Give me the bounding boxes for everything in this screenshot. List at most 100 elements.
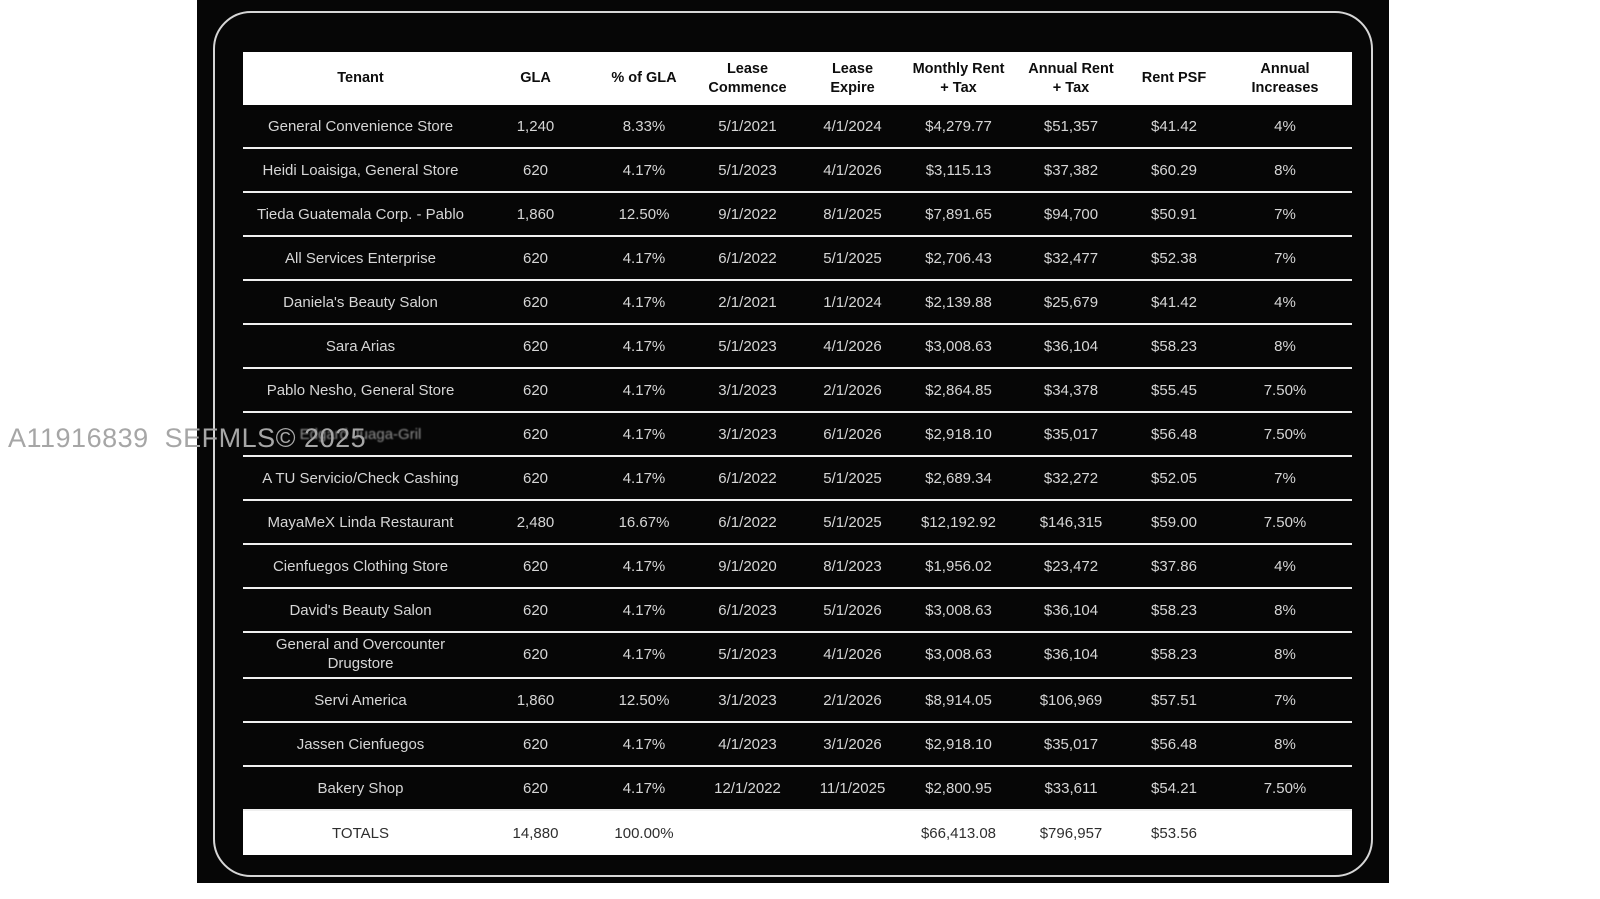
header-row: Tenant GLA % of GLA Lease Commence Lease Exp…: [243, 52, 1352, 105]
cell-rent-psf: $52.38: [1151, 249, 1197, 267]
cell-totals-rent-psf: $53.56: [1151, 824, 1197, 842]
cell-rent-psf: $56.48: [1151, 735, 1197, 753]
header-annual-increases: Annual Increases: [1251, 60, 1319, 96]
cell-tenant: Pablo Nesho, General Store: [266, 381, 455, 399]
cell-gla: 620: [522, 249, 549, 267]
cell-pct-gla: 16.67%: [618, 513, 670, 531]
cell-annual-rent: $25,679: [1043, 293, 1099, 311]
cell-annual-rent: $94,700: [1043, 205, 1099, 223]
cell-annual-increases: 4%: [1274, 557, 1296, 575]
cell-pct-gla: 4.17%: [622, 469, 666, 487]
cell-lease-commence: 12/1/2022: [714, 779, 781, 797]
cell-tenant: General and Overcounter Drugstore: [275, 636, 446, 672]
cell-pct-gla: 4.17%: [622, 645, 666, 663]
cell-monthly-rent: $3,008.63: [925, 601, 992, 619]
cell-totals-pct-gla: 100.00%: [614, 824, 674, 842]
table-row: MayaMeX Linda Restaurant 2,480 16.67% 6/1/2…: [243, 501, 1352, 545]
cell-lease-commence: 9/1/2020: [718, 557, 777, 575]
table-row: Pablo Nesho, General Store 620 4.17% 3/1/20…: [243, 369, 1352, 413]
table-row: Tieda Guatemala Corp. - Pablo 1,860 12.50%…: [243, 193, 1352, 237]
cell-gla: 2,480: [516, 513, 555, 531]
cell-rent-psf: $58.23: [1151, 645, 1197, 663]
cell-annual-rent: $36,104: [1043, 337, 1099, 355]
cell-annual-rent: $33,611: [1044, 779, 1098, 797]
cell-lease-commence: 5/1/2023: [718, 337, 777, 355]
cell-rent-psf: $41.42: [1151, 117, 1197, 135]
cell-lease-expire: 5/1/2025: [823, 249, 882, 267]
cell-lease-commence: 5/1/2021: [718, 117, 777, 135]
cell-tenant: Servi America: [314, 691, 407, 709]
cell-gla: 1,860: [516, 205, 555, 223]
cell-pct-gla: 4.17%: [622, 601, 666, 619]
cell-gla: 620: [522, 779, 549, 797]
cell-gla: 620: [522, 381, 549, 399]
header-gla: GLA: [520, 70, 551, 87]
cell-tenant: Daniela's Beauty Salon: [283, 293, 438, 311]
table-row: Cienfuegos Clothing Store 620 4.17% 9/1/202…: [243, 545, 1352, 589]
cell-lease-expire: 11/1/2025: [819, 779, 886, 797]
cell-monthly-rent: $2,706.43: [925, 249, 992, 267]
header-tenant: Tenant: [337, 70, 384, 87]
cell-monthly-rent: $2,918.10: [925, 735, 992, 753]
cell-pct-gla: 4.17%: [622, 337, 666, 355]
cell-gla: 620: [522, 293, 549, 311]
cell-annual-increases: 8%: [1274, 735, 1296, 753]
cell-tenant: Bakery Shop: [317, 779, 404, 797]
cell-annual-rent: $23,472: [1043, 557, 1099, 575]
table-row: Heidi Loaisiga, General Store 620 4.17% 5/1…: [243, 149, 1352, 193]
cell-lease-expire: 5/1/2025: [823, 469, 882, 487]
cell-gla: 1,240: [516, 117, 555, 135]
cell-monthly-rent: $2,800.95: [925, 779, 992, 797]
cell-tenant: Sara Arias: [325, 337, 396, 355]
cell-pct-gla: 4.17%: [622, 557, 666, 575]
cell-rent-psf: $55.45: [1151, 381, 1197, 399]
cell-lease-expire: 4/1/2024: [823, 117, 882, 135]
cell-lease-commence: 5/1/2023: [718, 645, 777, 663]
cell-annual-increases: 7%: [1274, 205, 1296, 223]
cell-annual-increases: 7%: [1274, 691, 1296, 709]
cell-lease-commence: 3/1/2023: [718, 425, 777, 443]
cell-pct-gla: 4.17%: [622, 425, 666, 443]
cell-totals-monthly-rent: $66,413.08: [920, 824, 997, 842]
cell-monthly-rent: $3,008.63: [925, 645, 992, 663]
cell-annual-rent: $106,969: [1039, 691, 1103, 709]
cell-monthly-rent: $2,689.34: [925, 469, 992, 487]
cell-pct-gla: 4.17%: [622, 161, 666, 179]
cell-gla: 620: [522, 601, 549, 619]
cell-annual-rent: $35,017: [1043, 425, 1099, 443]
cell-pct-gla: 8.33%: [622, 117, 666, 135]
cell-lease-expire: 5/1/2025: [823, 513, 882, 531]
cell-lease-commence: 6/1/2023: [718, 601, 777, 619]
cell-lease-commence: 4/1/2023: [718, 735, 777, 753]
cell-tenant: MayaMeX Linda Restaurant: [267, 513, 454, 531]
cell-gla: 620: [522, 161, 549, 179]
cell-lease-expire: 1/1/2024: [823, 293, 882, 311]
cell-gla: 620: [522, 337, 549, 355]
cell-gla: 620: [522, 735, 549, 753]
cell-lease-expire: 4/1/2026: [823, 337, 882, 355]
cell-pct-gla: 4.17%: [622, 249, 666, 267]
cell-annual-rent: $34,378: [1043, 381, 1099, 399]
cell-annual-rent: $37,382: [1043, 161, 1099, 179]
cell-monthly-rent: $1,956.02: [925, 557, 992, 575]
table-row: All Services Enterprise 620 4.17% 6/1/2022 5…: [243, 237, 1352, 281]
header-rent-psf: Rent PSF: [1141, 70, 1207, 87]
cell-pct-gla: 4.17%: [622, 735, 666, 753]
cell-lease-expire: 6/1/2026: [823, 425, 882, 443]
cell-monthly-rent: $8,914.05: [925, 691, 992, 709]
header-lease-expire: Lease Expire: [830, 60, 875, 96]
table-body: General Convenience Store 1,240 8.33% 5/1/2…: [243, 105, 1352, 811]
cell-annual-rent: $146,315: [1039, 513, 1103, 531]
header-monthly-rent: Monthly Rent + Tax: [912, 60, 1005, 96]
cell-lease-expire: 4/1/2026: [823, 161, 882, 179]
header-annual-rent: Annual Rent + Tax: [1028, 60, 1114, 96]
cell-monthly-rent: $3,008.63: [925, 337, 992, 355]
cell-rent-psf: $58.23: [1151, 337, 1197, 355]
cell-annual-rent: $36,104: [1043, 601, 1099, 619]
cell-gla: 620: [522, 469, 549, 487]
cell-annual-increases: 7.50%: [1263, 513, 1307, 531]
cell-totals-gla: 14,880: [512, 824, 559, 842]
cell-tenant: Heidi Loaisiga, General Store: [262, 161, 459, 179]
cell-annual-increases: 8%: [1274, 645, 1296, 663]
cell-monthly-rent: $7,891.65: [925, 205, 992, 223]
